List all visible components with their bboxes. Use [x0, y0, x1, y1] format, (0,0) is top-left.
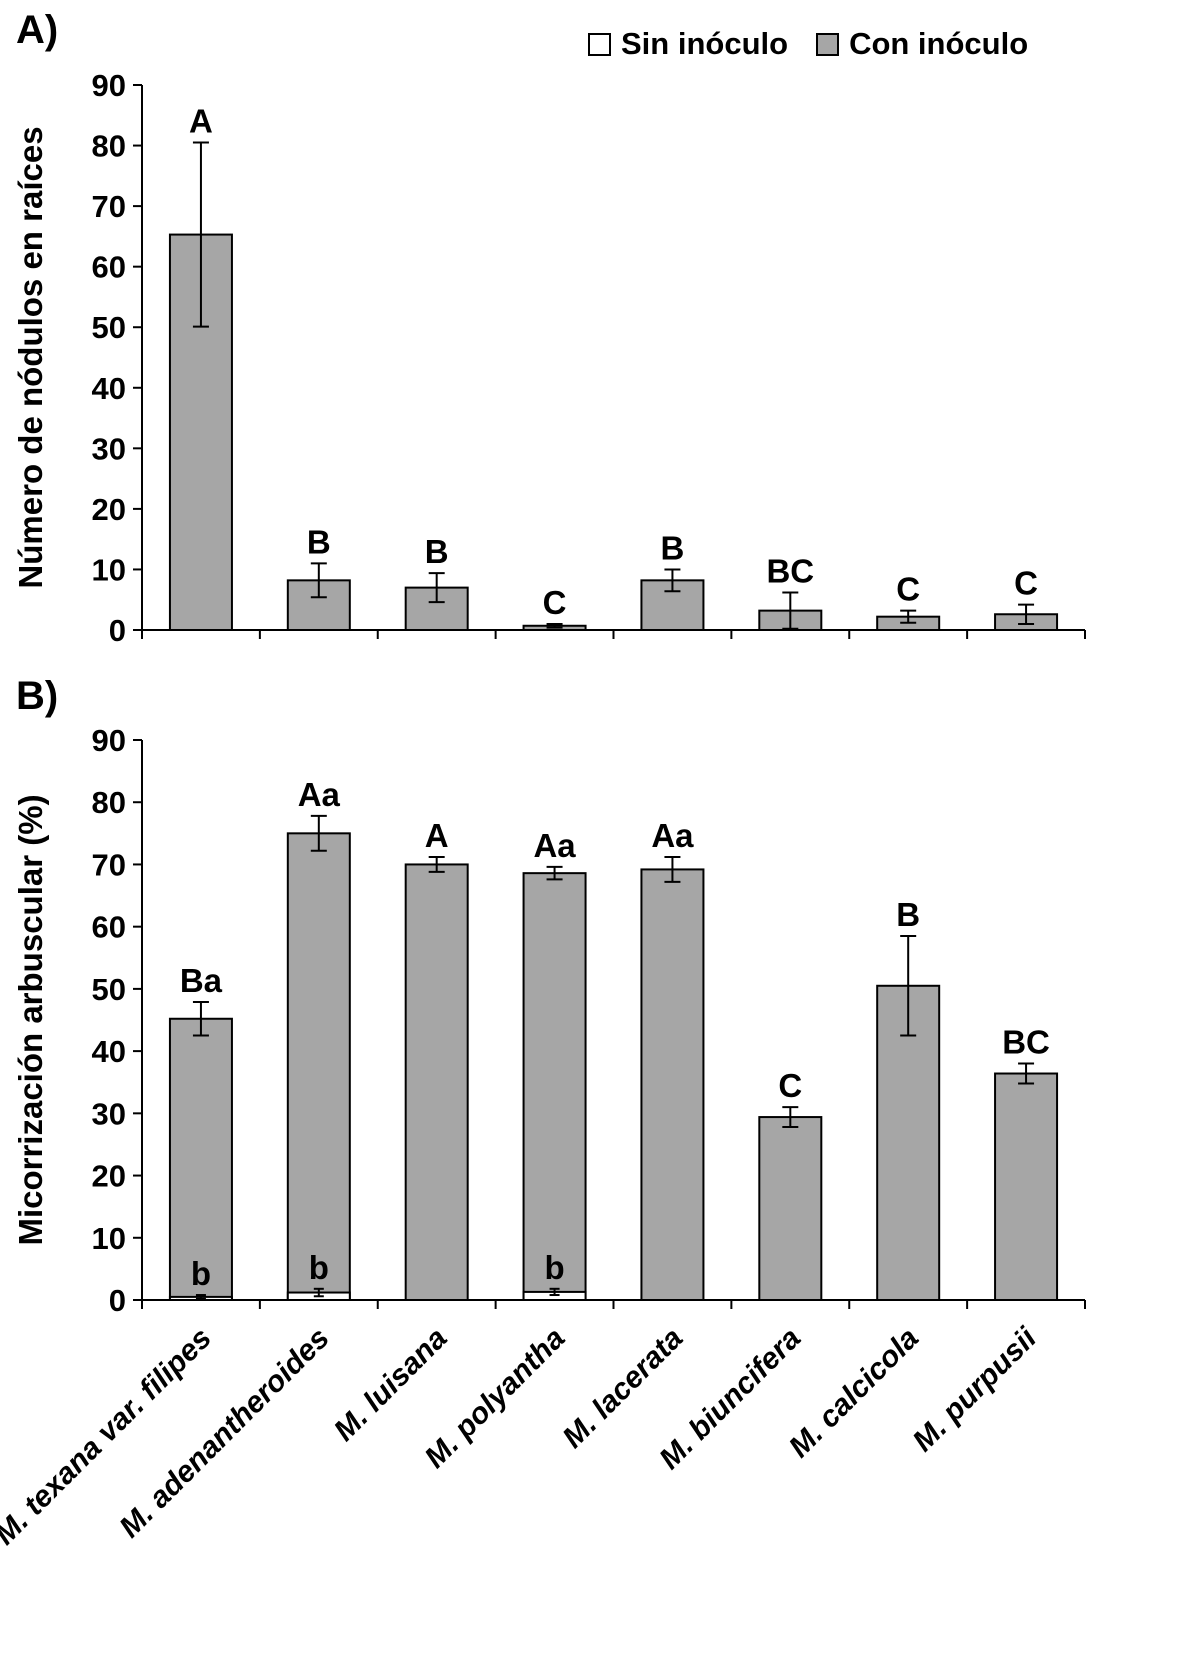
significance-letter: b — [191, 1255, 211, 1292]
significance-letter: C — [543, 584, 567, 621]
y-tick-label: 70 — [92, 189, 126, 224]
y-axis-title: Número de nódulos en raíces — [12, 126, 49, 588]
y-tick-label: 40 — [92, 1034, 126, 1069]
significance-letter: A — [189, 103, 213, 140]
y-tick-label: 0 — [109, 1283, 126, 1318]
significance-letter: BC — [766, 552, 814, 589]
bar — [758, 1116, 823, 1301]
legend-label-con-inoculo: Con inóculo — [849, 26, 1029, 61]
bar — [286, 832, 351, 1301]
y-tick-label: 30 — [92, 1096, 126, 1131]
category-label: M. adenantheroides — [113, 1322, 336, 1545]
bar — [168, 233, 233, 631]
y-tick-label: 50 — [92, 972, 126, 1007]
y-tick-label: 20 — [92, 1159, 126, 1194]
significance-letter: B — [661, 529, 685, 566]
y-tick-label: 10 — [92, 552, 126, 587]
panel-b-label: B) — [16, 674, 59, 718]
significance-letter: B — [425, 533, 449, 570]
category-label: M. purpusii — [907, 1321, 1044, 1458]
y-tick-label: 20 — [92, 492, 126, 527]
significance-letter: C — [896, 571, 920, 608]
y-tick-label: 80 — [92, 785, 126, 820]
significance-letter: Ba — [180, 962, 223, 999]
significance-letter: A — [425, 817, 449, 854]
significance-letter: b — [309, 1249, 329, 1286]
significance-letter: b — [544, 1249, 564, 1286]
y-tick-label: 80 — [92, 129, 126, 164]
y-tick-label: 10 — [92, 1221, 126, 1256]
y-tick-label: 90 — [92, 723, 126, 758]
y-axis-title: Micorrización arbuscular (%) — [12, 794, 49, 1245]
category-label: M. luisana — [328, 1322, 454, 1448]
y-tick-label: 90 — [92, 68, 126, 103]
legend-item-sin-inoculo: Sin inóculo — [588, 26, 788, 62]
y-tick-label: 0 — [109, 613, 126, 648]
significance-letter: B — [307, 523, 331, 560]
legend-swatch-con-inoculo — [816, 32, 840, 56]
significance-letter: Aa — [298, 776, 341, 813]
legend: Sin inóculo Con inóculo — [588, 26, 1028, 62]
significance-letter: BC — [1002, 1024, 1050, 1061]
y-tick-label: 60 — [92, 910, 126, 945]
bar — [404, 863, 469, 1301]
panel-a-label: A) — [16, 8, 59, 52]
bar — [168, 1017, 233, 1301]
bar — [994, 1072, 1059, 1301]
significance-letter: Aa — [651, 817, 694, 854]
significance-letter: B — [896, 896, 920, 933]
y-tick-label: 60 — [92, 250, 126, 285]
legend-label-sin-inoculo: Sin inóculo — [621, 26, 789, 61]
bar — [876, 984, 941, 1301]
category-label: M. texana var. filipes — [0, 1322, 218, 1552]
significance-letter: Aa — [533, 827, 576, 864]
bar — [640, 868, 705, 1302]
significance-letter: C — [778, 1067, 802, 1104]
chart-panel-b: 0 10 20 30 40 50 60 70 80 90 Ba Aa A Aa Aa C B BC b b b M. te… — [0, 723, 1086, 1552]
legend-swatch-sin-inoculo — [588, 32, 611, 56]
bar — [522, 872, 587, 1302]
y-tick-label: 70 — [92, 847, 126, 882]
category-label: M. lacerata — [556, 1322, 689, 1455]
y-tick-label: 50 — [92, 310, 126, 345]
y-tick-label: 40 — [92, 371, 126, 406]
significance-letter: C — [1014, 565, 1038, 602]
y-tick-label: 30 — [92, 431, 126, 466]
legend-item-con-inoculo: Con inóculo — [816, 26, 1028, 62]
